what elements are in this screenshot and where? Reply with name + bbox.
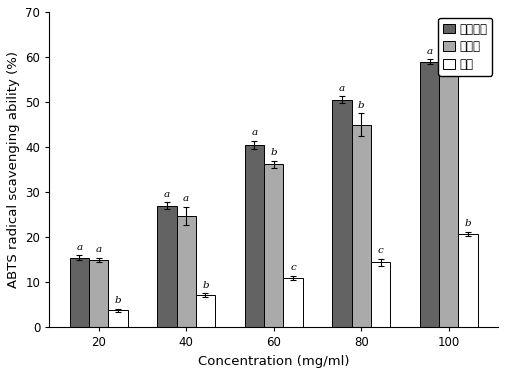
- Text: a: a: [426, 46, 433, 56]
- Bar: [245, 145, 264, 327]
- Text: c: c: [290, 263, 296, 272]
- Bar: [108, 310, 128, 327]
- Bar: [459, 234, 478, 327]
- Y-axis label: ABTS radical scavenging ability (%): ABTS radical scavenging ability (%): [7, 51, 20, 288]
- Bar: [89, 260, 108, 327]
- Bar: [439, 62, 459, 327]
- Text: a: a: [183, 194, 189, 203]
- Bar: [283, 278, 302, 327]
- Bar: [371, 262, 390, 327]
- Bar: [177, 216, 196, 327]
- Text: a: a: [95, 245, 102, 254]
- Text: c: c: [378, 246, 383, 255]
- Text: a: a: [164, 189, 170, 198]
- Text: a: a: [76, 243, 82, 252]
- Bar: [196, 295, 215, 327]
- Text: b: b: [465, 219, 471, 228]
- Bar: [351, 124, 371, 327]
- Bar: [158, 206, 177, 327]
- Text: a: a: [339, 84, 345, 93]
- Bar: [70, 258, 89, 327]
- Bar: [264, 164, 283, 327]
- Text: b: b: [115, 296, 121, 305]
- X-axis label: Concentration (mg/ml): Concentration (mg/ml): [198, 355, 349, 368]
- Legend: 청소년층, 고령층, 백미: 청소년층, 고령층, 백미: [438, 18, 492, 76]
- Text: b: b: [358, 101, 365, 110]
- Text: a: a: [446, 45, 452, 54]
- Text: b: b: [202, 280, 209, 290]
- Text: a: a: [251, 128, 258, 137]
- Bar: [420, 62, 439, 327]
- Text: b: b: [270, 148, 277, 157]
- Bar: [332, 100, 351, 327]
